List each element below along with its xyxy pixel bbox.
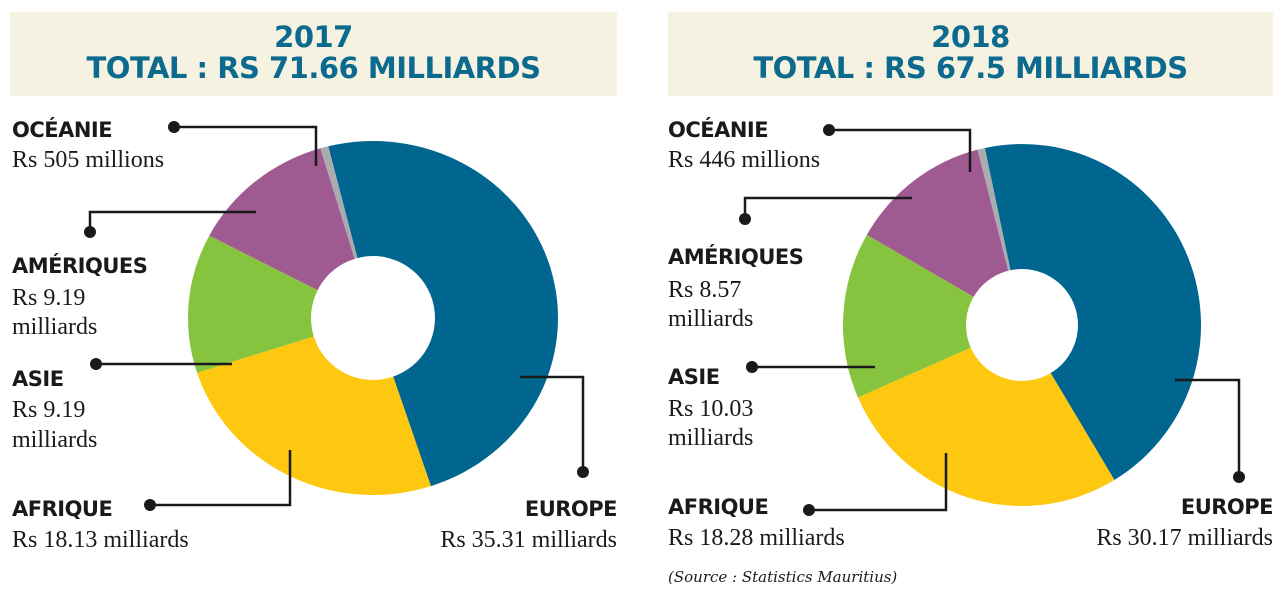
leader-europe-2017 [520, 375, 585, 472]
slice-amériques [866, 149, 1022, 325]
donut-hole [966, 269, 1078, 381]
donut-2017 [188, 140, 559, 495]
title-2017: 2017 TOTAL : RS 71.66 MILLIARDS [10, 12, 617, 96]
title-total: TOTAL : RS 71.66 MILLIARDS [86, 51, 541, 85]
leader-ameriques-2017 [88, 210, 256, 232]
title-2018: 2018 TOTAL : RS 67.5 MILLIARDS [668, 12, 1273, 96]
leader-afrique-2017 [150, 450, 292, 507]
label-afrique: AFRIQUE [668, 495, 769, 519]
value-asie-unit: milliards [12, 427, 98, 453]
label-europe: EUROPE [524, 497, 618, 521]
dot-oceanie-2018 [823, 124, 835, 136]
label-ameriques: AMÉRIQUES [668, 245, 804, 269]
dot-ameriques-2018 [739, 213, 751, 225]
donut-2018 [842, 144, 1201, 506]
title-total: TOTAL : RS 67.5 MILLIARDS [753, 51, 1188, 85]
dot-europe-2017 [577, 466, 589, 478]
leader-ameriques-2018 [743, 196, 912, 219]
value-ameriques-unit: milliards [668, 306, 754, 332]
value-europe: Rs 30.17 milliards [1096, 525, 1273, 551]
slice-europe [328, 140, 559, 487]
title-year: 2017 [274, 20, 353, 54]
value-ameriques-unit: milliards [12, 314, 98, 340]
value-asie: Rs 9.19 [12, 397, 86, 423]
value-europe: Rs 35.31 milliards [440, 527, 617, 553]
source-note: (Source : Statistics Mauritius) [668, 568, 898, 586]
value-asie-unit: milliards [668, 425, 754, 451]
title-year: 2018 [931, 20, 1010, 54]
label-afrique: AFRIQUE [12, 497, 113, 521]
label-oceanie: OCÉANIE [12, 118, 113, 142]
value-oceanie: Rs 446 millions [668, 147, 821, 173]
dot-ameriques-2017 [84, 226, 96, 238]
dot-afrique-2017 [144, 499, 156, 511]
dot-oceanie-2017 [168, 121, 180, 133]
value-ameriques: Rs 8.57 [668, 277, 742, 303]
value-afrique: Rs 18.28 milliards [668, 525, 845, 551]
leader-lines [88, 125, 1241, 512]
donut-hole [311, 256, 435, 380]
leader-oceanie-2017 [174, 125, 318, 166]
leader-oceanie-2018 [829, 128, 972, 172]
label-oceanie: OCÉANIE [668, 118, 769, 142]
dot-afrique-2018 [803, 504, 815, 516]
slice-europe [984, 144, 1201, 481]
value-oceanie: Rs 505 millions [12, 147, 165, 173]
dot-asie-2017 [90, 358, 102, 370]
slice-asie [842, 234, 1022, 398]
dot-asie-2018 [746, 361, 758, 373]
label-ameriques: AMÉRIQUES [12, 254, 148, 278]
leader-afrique-2018 [809, 453, 948, 512]
leader-dots [84, 121, 1245, 516]
slice-asie [188, 235, 373, 373]
value-ameriques: Rs 9.19 [12, 285, 86, 311]
label-asie: ASIE [12, 367, 64, 391]
value-asie: Rs 10.03 [668, 396, 754, 422]
value-afrique: Rs 18.13 milliards [12, 527, 189, 553]
slice-afrique [857, 325, 1115, 506]
leader-europe-2018 [1175, 378, 1241, 477]
label-europe: EUROPE [1180, 495, 1274, 519]
dot-europe-2018 [1233, 471, 1245, 483]
label-asie: ASIE [668, 365, 720, 389]
